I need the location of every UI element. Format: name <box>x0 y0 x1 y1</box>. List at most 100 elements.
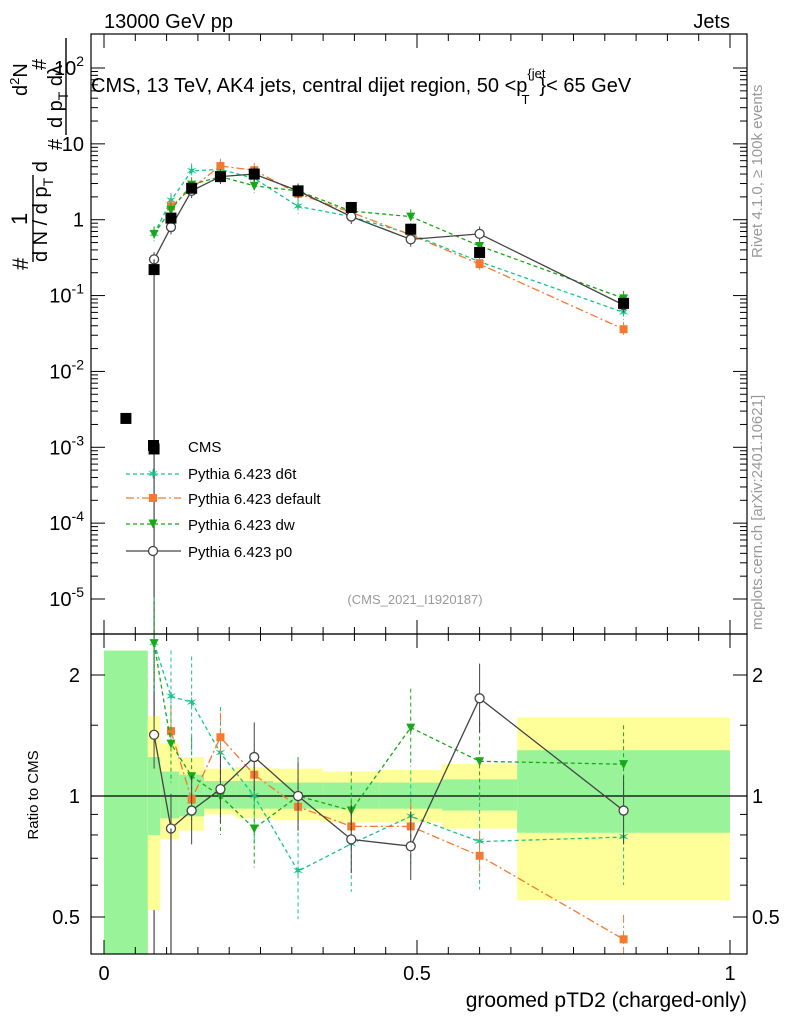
ratio-p0-line <box>153 697 624 847</box>
y-tick-label: 1 <box>73 210 84 232</box>
y-axis-label-main: # 1 d N / d pT d # d2N # d pT dλ <box>7 38 71 270</box>
d6t-line <box>153 168 624 314</box>
ratio-d6t-point: ✶ <box>165 688 178 705</box>
ratio-dw-point <box>166 739 176 749</box>
default-line <box>170 165 624 330</box>
header-left: 13000 GeV pp <box>104 11 233 33</box>
y-tick-label: 102 <box>54 53 84 80</box>
legend-marker-cms <box>148 440 159 451</box>
mcplots-label: mcplots.cern.ch [arXiv:2401.10621] <box>749 395 766 630</box>
ratio-p0-point <box>405 841 416 852</box>
legend-marker-d6t: ✶ <box>147 466 160 483</box>
y-tick-label: 10-4 <box>49 508 84 535</box>
cms-point <box>120 412 132 424</box>
band-green <box>160 771 180 819</box>
y-tick-label: 10-1 <box>49 281 84 308</box>
y-tick-label: 10 <box>62 134 84 156</box>
rivet-version-label: Rivet 4.1.0, ≥ 100k events <box>749 85 766 258</box>
legend-marker-default <box>149 494 157 502</box>
plot-title: CMS, 13 TeV, AK4 jets, central dijet reg… <box>91 66 632 107</box>
y-axis-label-ratio: Ratio to CMS <box>25 750 42 839</box>
ratio-d6t-point: ✶ <box>214 745 227 762</box>
ratio-p0-point <box>292 790 304 802</box>
ratio-y-tick-label: 2 <box>69 665 80 687</box>
ratio-default-point <box>475 851 484 860</box>
x-axis-label: groomed pTD2 (charged-only) <box>466 989 747 1012</box>
ratio-y-tick-label: 0.5 <box>52 907 80 929</box>
cms-point <box>405 223 417 235</box>
ratio-p0-point <box>186 805 197 816</box>
d6t-point: ✶ <box>292 198 305 215</box>
ratio-p0-point <box>215 784 226 795</box>
ratio-p0-point <box>249 751 260 763</box>
legend: CMS ✶ Pythia 6.423 d6t Pythia 6.423 defa… <box>126 439 321 561</box>
svg-text:#: # <box>45 138 67 150</box>
ratio-p0-point <box>474 693 485 704</box>
ratio-dw-point <box>619 760 629 770</box>
dw-point <box>166 205 176 215</box>
x-tick-label: 0 <box>98 963 109 985</box>
ratio-dw-point <box>249 824 259 834</box>
svg-text:#: # <box>8 257 33 270</box>
svg-text:#: # <box>29 58 51 70</box>
p0-line <box>153 173 624 306</box>
dw-point <box>406 212 416 222</box>
cms-point <box>248 168 260 180</box>
ratio-default-point <box>619 935 628 944</box>
x-tick-label: 0.5 <box>403 963 431 985</box>
ratio-dw-point <box>149 639 159 649</box>
ratio-default-point <box>216 733 225 742</box>
p0-point <box>346 211 357 222</box>
dw-point <box>249 181 259 191</box>
y-tick-label: 10-2 <box>49 356 84 383</box>
x-tick-label: 1 <box>724 963 735 985</box>
ratio-d6t-point: ✶ <box>292 863 305 880</box>
ratio-y-tick-label-right: 1 <box>752 786 763 808</box>
svg-text:d N / d pT d: d N / d pT d <box>30 161 56 262</box>
legend-cms: CMS <box>188 439 221 456</box>
p0-point <box>165 221 177 233</box>
ratio-dw-line <box>153 643 624 830</box>
ratio-y-tick-label: 1 <box>69 786 80 808</box>
ratio-d6t-line <box>153 643 624 873</box>
ratio-y-tick-label-right: 2 <box>752 665 763 687</box>
ratio-d6t-point: ✶ <box>473 834 486 851</box>
cms-point <box>165 212 177 224</box>
header-right: Jets <box>693 11 730 33</box>
ratio-p0-point <box>346 834 357 845</box>
default-point <box>619 325 628 334</box>
ratio-y-tick-label-right: 0.5 <box>752 907 780 929</box>
legend-dw: Pythia 6.423 dw <box>188 517 295 534</box>
dw-point <box>149 229 159 239</box>
legend-d6t: Pythia 6.423 d6t <box>188 466 297 483</box>
ratio-d6t-point: ✶ <box>185 694 198 711</box>
svg-text:1: 1 <box>7 213 32 225</box>
ratio-default-point <box>166 727 175 736</box>
p0-point <box>474 228 485 240</box>
cms-point <box>186 182 198 194</box>
cms-point <box>148 264 160 276</box>
y-tick-label: 10-3 <box>49 432 84 459</box>
cms-point <box>474 246 486 258</box>
default-point <box>216 162 225 171</box>
band-green <box>104 650 148 954</box>
ratio-frame <box>90 633 748 955</box>
legend-marker-p0 <box>147 545 159 557</box>
ratio-p0-point <box>148 729 160 740</box>
default-point <box>475 260 484 269</box>
legend-p0: Pythia 6.423 p0 <box>188 544 292 561</box>
legend-marker-dw <box>148 519 158 529</box>
legend-default: Pythia 6.423 default <box>188 491 321 508</box>
cms-point <box>618 297 630 309</box>
cms-point <box>292 185 304 197</box>
dw-line <box>153 175 624 299</box>
cms-point <box>345 201 357 213</box>
p0-point <box>405 234 416 245</box>
dw-point <box>475 242 485 252</box>
ratio-p0-point <box>618 805 629 816</box>
ratio-d6t-point: ✶ <box>248 788 261 805</box>
analysis-id: (CMS_2021_I1920187) <box>347 592 482 607</box>
